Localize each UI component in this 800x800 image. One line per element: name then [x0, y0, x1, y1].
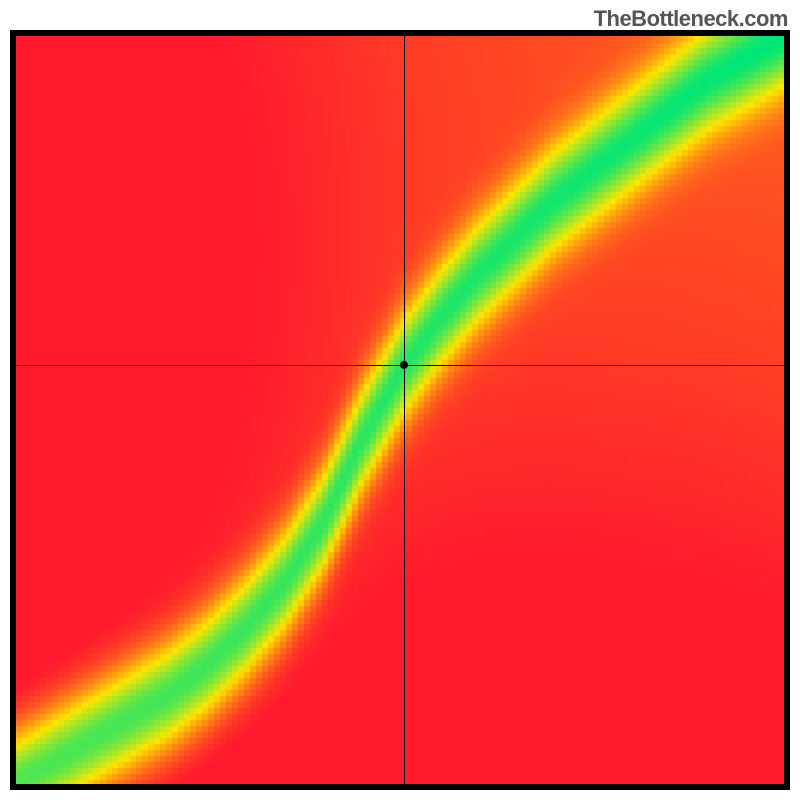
watermark-text: TheBottleneck.com: [594, 6, 788, 32]
heatmap-canvas: [16, 36, 784, 784]
chart-container: TheBottleneck.com: [0, 0, 800, 800]
heatmap-canvas-wrap: [16, 36, 784, 784]
plot-area: [10, 30, 790, 790]
